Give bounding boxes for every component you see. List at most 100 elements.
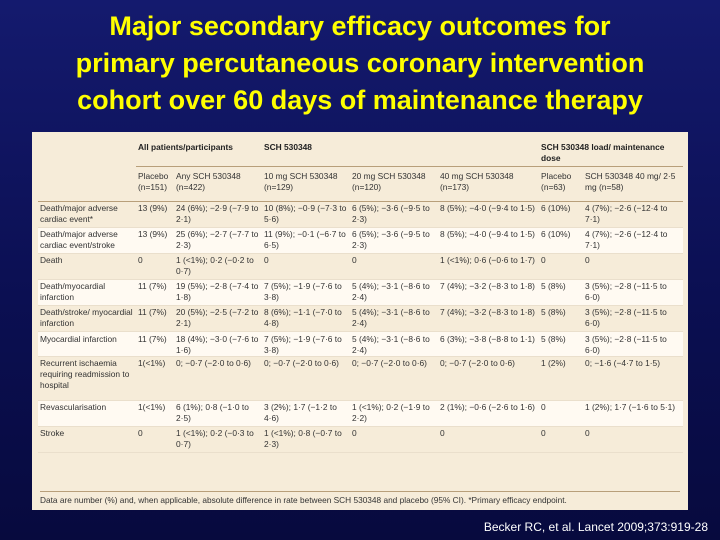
table-cell: 5 (8%) [539,331,584,357]
table-cell: 4 (7%); −2·6 (−12·4 to 7·1) [583,227,684,254]
table-cell: 0; −0·7 (−2·0 to 0·6) [262,356,350,401]
table-cell: 3 (5%); −2·8 (−11·5 to 6·0) [583,279,684,306]
table-cell: 8 (6%); −1·1 (−7·0 to 4·8) [262,305,350,332]
table-cell: 5 (4%); −3·1 (−8·6 to 2·4) [350,305,438,332]
table-cell: 7 (5%); −1·9 (−7·6 to 3·8) [262,279,350,306]
table-cell: 1 (<1%); 0·8 (−0·7 to 2·3) [262,426,350,453]
row-label: Revascularisation [38,400,136,427]
row-label: Myocardial infarction [38,331,136,357]
col-placebo-load: Placebo (n=63) [539,166,584,202]
table-cell: 0 [438,426,540,453]
table-cell: 6 (10%) [539,201,584,228]
row-label: Death/major adverse cardiac event/stroke [38,227,136,254]
table-cell: 5 (4%); −3·1 (−8·6 to 2·4) [350,331,438,357]
table-cell: 5 (8%) [539,305,584,332]
table-row: Revascularisation 1(<1%) 6 (1%); 0·8 (−1·0… [38,400,684,427]
group-sch-530348: SCH 530348 [262,137,540,167]
table-cell: 0 [262,253,350,280]
col-any-sch: Any SCH 530348 (n=422) [174,166,262,202]
header-blank [38,137,136,167]
group-all-patients: All patients/participants [136,137,262,167]
table-cell: 0 [539,400,584,427]
table-cell: 1 (2%); 1·7 (−1·6 to 5·1) [583,400,684,427]
table-cell: 1(<1%) [136,400,174,427]
table-cell: 0 [350,426,438,453]
table-cell: 7 (5%); −1·9 (−7·6 to 3·8) [262,331,350,357]
table-cell: 25 (6%); −2·7 (−7·7 to 2·3) [174,227,262,254]
table-cell: 11 (7%) [136,305,174,332]
title-line-1: Major secondary efficacy outcomes for [109,11,611,41]
table-row: Recurrent ischaemia requiring readmissio… [38,356,684,401]
col-40-2-5mg: SCH 530348 40 mg/ 2·5 mg (n=58) [583,166,684,202]
table-cell: 0 [539,426,584,453]
title-line-2: primary percutaneous coronary interventi… [75,48,645,78]
table-cell: 13 (9%) [136,227,174,254]
table-cell: 5 (4%); −3·1 (−8·6 to 2·4) [350,279,438,306]
table-cell: 1 (<1%); 0·2 (−0·3 to 0·7) [174,426,262,453]
table-cell: 10 (8%); −0·9 (−7·3 to 5·6) [262,201,350,228]
row-label: Death/stroke/ myocardial infarction [38,305,136,332]
table-cell: 0 [583,426,684,453]
table-cell: 6 (10%) [539,227,584,254]
table-cell: 8 (5%); −4·0 (−9·4 to 1·5) [438,227,540,254]
table-cell: 13 (9%) [136,201,174,228]
table-cell: 7 (4%); −3·2 (−8·3 to 1·8) [438,279,540,306]
table-cell: 6 (3%); −3·8 (−8·8 to 1·1) [438,331,540,357]
table-row: Death 0 1 (<1%); 0·2 (−0·2 to 0·7) 0 0 1 (<1%… [38,253,684,280]
outcomes-table: All patients/participants SCH 530348 SCH… [38,137,684,453]
group-load-maintenance: SCH 530348 load/ maintenance dose [539,137,684,167]
table-cell: 1 (<1%); 0·2 (−1·9 to 2·2) [350,400,438,427]
table-cell: 0; −1·6 (−4·7 to 1·5) [583,356,684,401]
table-footnote: Data are number (%) and, when applicable… [40,491,680,505]
table-cell: 1 (<1%); 0·2 (−0·2 to 0·7) [174,253,262,280]
col-10mg: 10 mg SCH 530348 (n=129) [262,166,350,202]
table-cell: 0 [136,426,174,453]
table-cell: 11 (7%) [136,331,174,357]
table-cell: 0 [583,253,684,280]
table-cell: 0; −0·7 (−2·0 to 0·6) [350,356,438,401]
table-cell: 0 [539,253,584,280]
table-cell: 18 (4%); −3·0 (−7·6 to 1·6) [174,331,262,357]
table-cell: 24 (6%); −2·9 (−7·9 to 2·1) [174,201,262,228]
table-cell: 20 (5%); −2·5 (−7·2 to 2·1) [174,305,262,332]
row-label: Recurrent ischaemia requiring readmissio… [38,356,136,401]
table-cell: 6 (5%); −3·6 (−9·5 to 2·3) [350,201,438,228]
row-label: Death/major adverse cardiac event* [38,201,136,228]
table-cell: 6 (1%); 0·8 (−1·0 to 2·5) [174,400,262,427]
col-placebo-all: Placebo (n=151) [136,166,174,202]
table-cell: 2 (1%); −0·6 (−2·6 to 1·6) [438,400,540,427]
col-20mg: 20 mg SCH 530348 (n=120) [350,166,438,202]
table-row: Death/myocardial infarction 11 (7%) 19 (5%… [38,279,684,306]
table-row: Death/major adverse cardiac event* 13 (9%… [38,201,684,228]
title-line-3: cohort over 60 days of maintenance thera… [77,85,643,115]
table-cell: 0; −0·7 (−2·0 to 0·6) [438,356,540,401]
table-cell: 8 (5%); −4·0 (−9·4 to 1·5) [438,201,540,228]
header-blank-2 [38,166,136,202]
table-cell: 0; −0·7 (−2·0 to 0·6) [174,356,262,401]
citation: Becker RC, et al. Lancet 2009;373:919-28 [483,520,708,534]
table-cell: 5 (8%) [539,279,584,306]
table-cell: 11 (9%); −0·1 (−6·7 to 6·5) [262,227,350,254]
table-cell: 3 (2%); 1·7 (−1·2 to 4·6) [262,400,350,427]
slide-title: Major secondary efficacy outcomes for pr… [0,8,720,119]
table-row: Myocardial infarction 11 (7%) 18 (4%); −3·… [38,331,684,357]
col-40mg: 40 mg SCH 530348 (n=173) [438,166,540,202]
table-row: Death/stroke/ myocardial infarction 11 (7… [38,305,684,332]
table-cell: 1 (2%) [539,356,584,401]
table-cell: 0 [136,253,174,280]
table-cell: 7 (4%); −3·2 (−8·3 to 1·8) [438,305,540,332]
table-cell: 11 (7%) [136,279,174,306]
table-cell: 3 (5%); −2·8 (−11·5 to 6·0) [583,331,684,357]
outcomes-table-panel: All patients/participants SCH 530348 SCH… [32,132,688,510]
table-cell: 0 [350,253,438,280]
row-label: Death/myocardial infarction [38,279,136,306]
table-cell: 1 (<1%); 0·6 (−0·6 to 1·7) [438,253,540,280]
row-label: Death [38,253,136,280]
table-cell: 6 (5%); −3·6 (−9·5 to 2·3) [350,227,438,254]
table-cell: 19 (5%); −2·8 (−7·4 to 1·8) [174,279,262,306]
table-row: Death/major adverse cardiac event/stroke… [38,227,684,254]
table-row: Stroke 0 1 (<1%); 0·2 (−0·3 to 0·7) 1 (<1%)… [38,426,684,453]
table-cell: 3 (5%); −2·8 (−11·5 to 6·0) [583,305,684,332]
table-cell: 4 (7%); −2·6 (−12·4 to 7·1) [583,201,684,228]
table-cell: 1(<1%) [136,356,174,401]
